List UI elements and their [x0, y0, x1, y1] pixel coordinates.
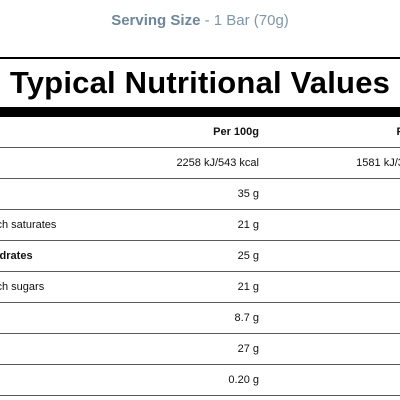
value-per-bar [277, 271, 400, 303]
value-per-100g: 27 g [150, 333, 277, 365]
nutrient-name [0, 178, 150, 210]
value-per-bar [277, 240, 400, 272]
nutrient-name: gy [0, 147, 150, 179]
nutrient-name: ein [0, 333, 150, 365]
nutrient-name: which saturates [0, 209, 150, 241]
value-per-100g: 8.7 g [150, 302, 277, 334]
table-row: 8.7 g [0, 302, 400, 334]
table-row: 35 g [0, 178, 400, 210]
value-per-bar [277, 178, 400, 210]
value-per-bar: 1581 kJ/38 [277, 147, 400, 179]
table-row: ein27 g [0, 333, 400, 365]
nutrient-name [0, 302, 150, 334]
title-divider [0, 107, 400, 117]
serving-size-label: Serving Size [111, 12, 201, 29]
column-header-per-bar: Pe [277, 117, 400, 148]
serving-size-value: - 1 Bar (70g) [204, 12, 289, 29]
value-per-100g: 2258 kJ/543 kcal [150, 147, 277, 179]
column-header-per-100g: Per 100g [150, 117, 277, 148]
nutrient-name: ohydrates [0, 240, 150, 272]
table-row: which saturates 21 g [0, 209, 400, 241]
nutrient-name [0, 364, 150, 396]
table-header-row: Per 100g Pe [0, 117, 400, 148]
value-per-100g: 21 g [150, 209, 277, 241]
value-per-100g: 21 g [150, 271, 277, 303]
panel-title: Typical Nutritional Values [9, 65, 391, 100]
value-per-100g: 0.20 g [150, 364, 277, 396]
serving-size: Serving Size - 1 Bar (70g) [0, 12, 400, 29]
nutrition-panel: Typical Nutritional Values Per 100g Pe g… [0, 57, 400, 396]
table-row: ohydrates 25 g [0, 240, 400, 272]
nutrient-label: ohydrates [0, 250, 33, 262]
value-per-100g: 25 g [150, 240, 277, 272]
column-header-nutrient [0, 117, 150, 148]
table-row: 0.20 g( [0, 364, 400, 396]
value-per-bar: ( [277, 364, 400, 396]
value-per-bar [277, 209, 400, 241]
table-row: which sugars 21 g [0, 271, 400, 303]
value-per-bar [277, 302, 400, 334]
nutrient-label: which sugars [0, 281, 45, 293]
nutrient-label: which saturates [0, 219, 57, 231]
value-per-bar [277, 333, 400, 365]
nutrient-name: which sugars [0, 271, 150, 303]
value-per-100g: 35 g [150, 178, 277, 210]
